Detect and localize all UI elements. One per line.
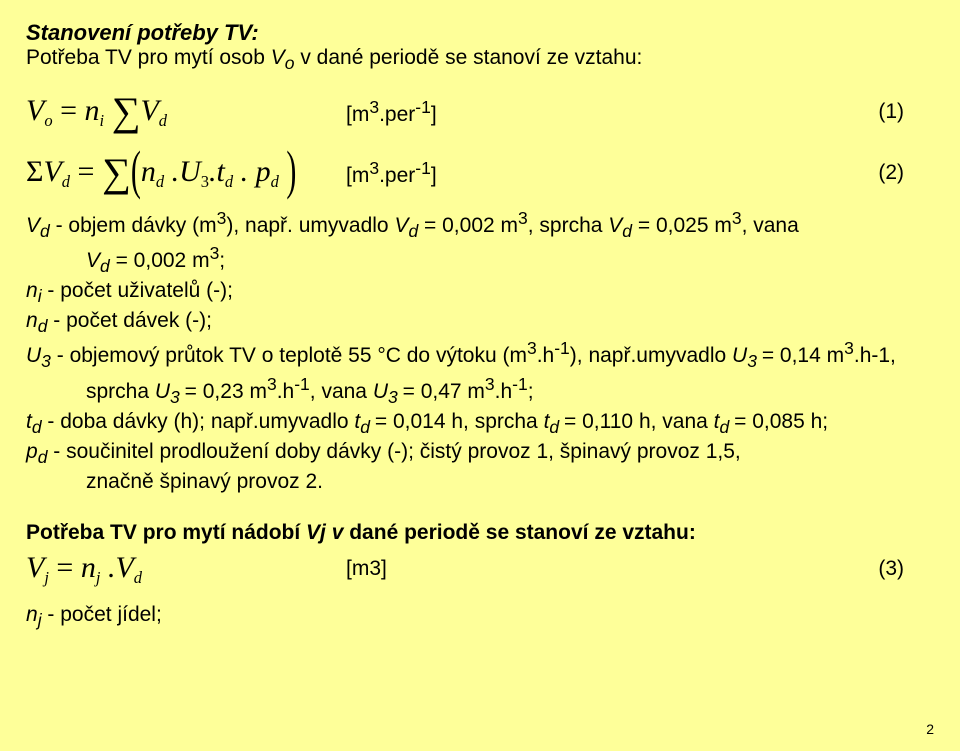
equation-row-3: Vj = nj .Vd [m3] (3) (26, 551, 934, 588)
equation-3-formula: Vj = nj .Vd (26, 551, 346, 588)
equation-1-unit: [m3.per-1] (346, 97, 706, 127)
page-number: 2 (926, 721, 934, 737)
equation-2-unit: [m3.per-1] (346, 158, 706, 188)
def-vd-line1: Vd - objem dávky (m3), např. umyvadlo Vd… (26, 208, 934, 243)
subheading-2: Potřeba TV pro mytí nádobí Vj v dané per… (26, 521, 934, 545)
def-td: td - doba dávky (h); např.umyvadlo td = … (26, 409, 934, 439)
heading: Stanovení potřeby TV: (26, 20, 934, 46)
equation-2-number: (2) (706, 161, 934, 185)
def-vd-line2: Vd = 0,002 m3; (26, 243, 934, 278)
equation-1-number: (1) (706, 100, 934, 124)
equation-row-2: ΣVd = ∑(nd .U3.td . pd ) [m3.per-1] (2) (26, 149, 934, 196)
def-u3-line1: U3 - objemový průtok TV o teplotě 55 °C … (26, 338, 934, 373)
def-pd-line1: pd - součinitel prodloužení doby dávky (… (26, 439, 934, 469)
equation-1-formula: Vo = ni ∑Vd (26, 88, 346, 135)
def-ni: ni - počet uživatelů (-); (26, 278, 934, 308)
def-nj: nj - počet jídel; (26, 602, 934, 632)
def-pd-line2: značně špinavý provoz 2. (26, 469, 934, 495)
equation-row-1: Vo = ni ∑Vd [m3.per-1] (1) (26, 88, 934, 135)
equation-3-unit: [m3] (346, 557, 706, 581)
definitions-block: Vd - objem dávky (m3), např. umyvadlo Vd… (26, 208, 934, 495)
equation-2-formula: ΣVd = ∑(nd .U3.td . pd ) (26, 149, 346, 196)
subheading: Potřeba TV pro mytí osob Vo v dané perio… (26, 46, 934, 74)
equation-3-number: (3) (706, 557, 934, 581)
def-u3-line2: sprcha U3 = 0,23 m3.h-1, vana U3 = 0,47 … (26, 374, 934, 409)
def-nd: nd - počet dávek (-); (26, 308, 934, 338)
